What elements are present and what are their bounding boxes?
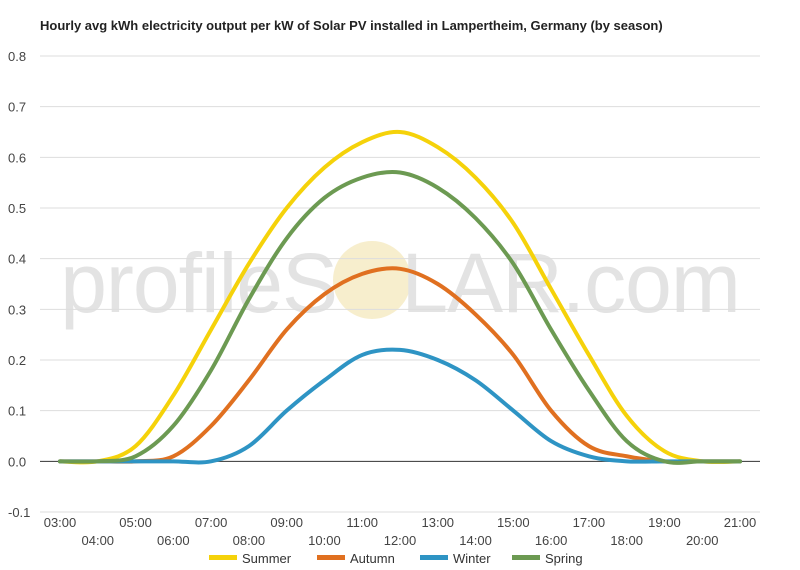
x-tick-label: 10:00 — [308, 533, 341, 548]
watermark-sun — [333, 241, 411, 319]
legend-label-spring: Spring — [545, 551, 583, 566]
legend-label-summer: Summer — [242, 551, 292, 566]
x-tick-label: 06:00 — [157, 533, 190, 548]
x-tick-label: 20:00 — [686, 533, 719, 548]
y-tick-label: 0.3 — [8, 302, 26, 317]
watermark-part-3: LAR.com — [401, 236, 739, 330]
legend-label-winter: Winter — [453, 551, 491, 566]
series-line-spring — [58, 170, 742, 465]
y-tick-label: 0.4 — [8, 252, 26, 267]
x-tick-label: 15:00 — [497, 515, 530, 530]
y-tick-label: 0.6 — [8, 150, 26, 165]
legend-label-autumn: Autumn — [350, 551, 395, 566]
x-tick-label: 08:00 — [233, 533, 266, 548]
y-tick-label: 0.2 — [8, 353, 26, 368]
y-tick-label: -0.1 — [8, 505, 30, 520]
x-tick-label: 21:00 — [724, 515, 757, 530]
x-tick-label: 12:00 — [384, 533, 417, 548]
y-tick-label: 0.0 — [8, 454, 26, 469]
legend-swatch-summer — [209, 555, 237, 560]
legend: Summer Autumn Winter Spring — [209, 551, 583, 566]
legend-swatch-winter — [420, 555, 448, 560]
x-tick-label: 18:00 — [610, 533, 643, 548]
watermark-part-1: profileS — [60, 236, 337, 330]
x-tick-label: 03:00 — [44, 515, 77, 530]
x-tick-label: 07:00 — [195, 515, 228, 530]
legend-swatch-autumn — [317, 555, 345, 560]
y-tick-label: 0.1 — [8, 404, 26, 419]
watermark: profileSOLAR.com — [60, 236, 741, 330]
series-line-winter — [58, 347, 742, 465]
x-tick-label: 13:00 — [422, 515, 455, 530]
chart-title: Hourly avg kWh electricity output per kW… — [40, 18, 663, 33]
series-lines — [58, 129, 742, 465]
x-tick-label: 05:00 — [119, 515, 152, 530]
x-tick-label: 09:00 — [270, 515, 303, 530]
x-tick-label: 14:00 — [459, 533, 492, 548]
x-axis: 03:00 04:00 05:00 06:00 07:00 08:00 09:00 10:00… — [44, 515, 757, 548]
x-tick-label: 17:00 — [573, 515, 606, 530]
x-tick-label: 11:00 — [346, 515, 378, 530]
watermark-part-2: O — [337, 236, 401, 330]
x-tick-label: 04:00 — [82, 533, 115, 548]
series-line-summer — [58, 129, 742, 465]
y-tick-label: 0.8 — [8, 49, 26, 64]
y-tick-label: 0.5 — [8, 201, 26, 216]
y-tick-label: 0.7 — [8, 100, 26, 115]
x-tick-label: 19:00 — [648, 515, 681, 530]
x-tick-label: 16:00 — [535, 533, 568, 548]
legend-swatch-spring — [512, 555, 540, 560]
series-line-autumn — [58, 266, 742, 464]
y-axis: 0.8 0.7 0.6 0.5 0.4 0.3 0.2 0.1 0.0 -0.1 — [8, 49, 30, 520]
watermark-text: profileSOLAR.com — [60, 236, 740, 330]
gridlines — [40, 55, 760, 513]
